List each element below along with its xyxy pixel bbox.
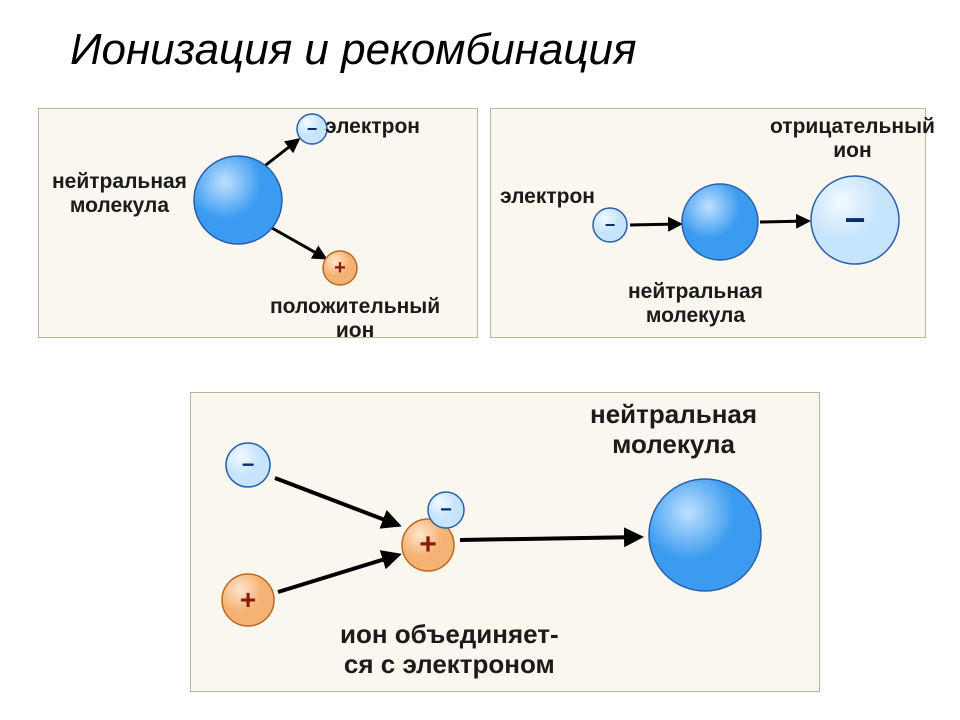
label-p2_neg: отрицательный ион [770, 115, 935, 163]
label-p1_electron: электрон [325, 115, 420, 139]
page-title: Ионизация и рекомбинация [70, 25, 637, 75]
particle-glyph-p3_pair_e: − [440, 500, 452, 520]
particle-glyph-p3_pos_free: + [240, 586, 256, 614]
label-p1_pos: положительный ион [270, 295, 440, 343]
label-p2_neutral: нейтральная молекула [628, 280, 763, 328]
label-p2_electron: электрон [500, 185, 595, 209]
particle-glyph-p2_electron: − [605, 216, 616, 234]
particle-glyph-p1_pos: + [334, 258, 346, 278]
particle-glyph-p2_neg_ion: − [844, 202, 865, 238]
label-p3_neutral: нейтральная молекула [590, 400, 757, 460]
particle-glyph-p3_pair_pos: + [419, 530, 437, 560]
particle-glyph-p1_electron: − [307, 120, 318, 138]
label-p3_caption: ион объединяет- ся с электроном [340, 620, 559, 680]
label-p1_neutral: нейтральная молекула [52, 170, 187, 218]
particle-glyph-p3_electron: − [242, 454, 255, 476]
